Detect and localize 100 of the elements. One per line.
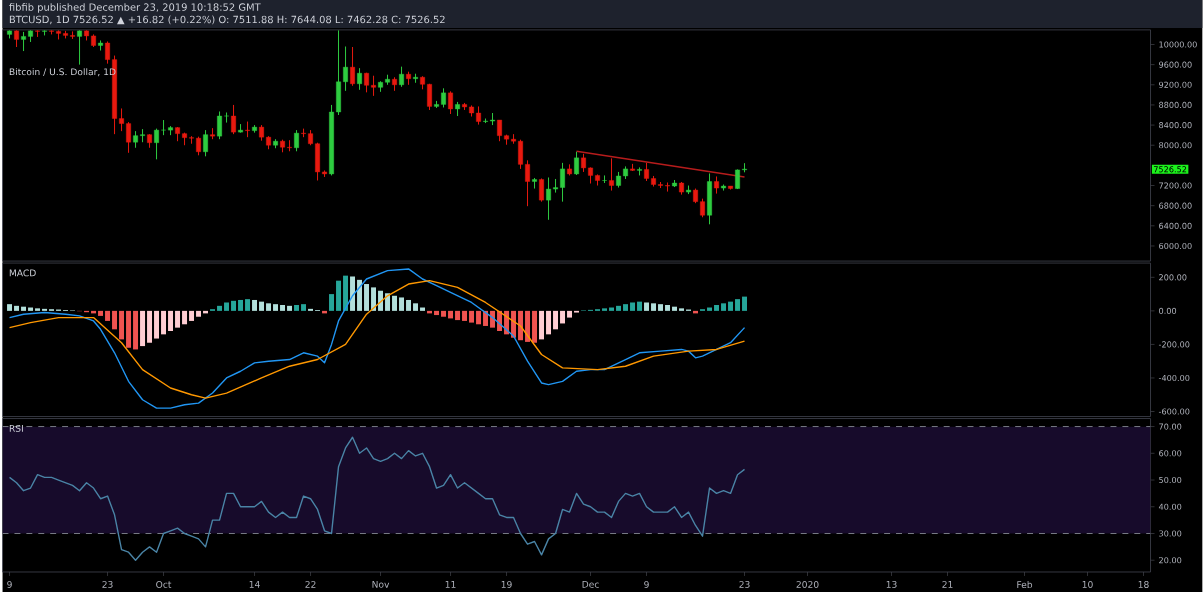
- bar: [231, 300, 237, 311]
- bar: [189, 310, 195, 321]
- bar: [273, 303, 279, 311]
- bar: [721, 302, 727, 311]
- bar: [553, 310, 559, 329]
- candlestick: [441, 87, 446, 108]
- bar: [392, 295, 398, 311]
- bar: [266, 302, 272, 311]
- candlestick: [371, 74, 376, 97]
- candlestick: [735, 168, 740, 190]
- candlestick: [497, 119, 502, 142]
- bar: [196, 310, 202, 317]
- bar: [476, 310, 482, 324]
- line-series: [8, 279, 746, 399]
- bar: [378, 290, 384, 311]
- candlestick: [294, 129, 299, 152]
- bar: [735, 298, 741, 311]
- candlestick: [154, 127, 159, 160]
- candlestick: [539, 177, 544, 202]
- bar: [168, 310, 174, 331]
- bar: [630, 302, 636, 311]
- candlestick: [707, 172, 712, 225]
- bar: [399, 297, 405, 311]
- bar: [259, 301, 265, 311]
- candlestick: [203, 129, 208, 157]
- bar: [336, 280, 342, 311]
- bar: [7, 303, 13, 311]
- candlestick: [196, 135, 201, 156]
- bar: [98, 310, 104, 316]
- candlestick: [546, 176, 551, 220]
- bar: [350, 276, 356, 311]
- bar: [448, 310, 454, 319]
- bar: [357, 279, 363, 311]
- candlestick: [217, 110, 222, 140]
- bar: [294, 304, 300, 311]
- bar: [658, 303, 664, 311]
- bar: [343, 275, 349, 311]
- bar: [238, 299, 244, 311]
- bar: [161, 310, 167, 334]
- bar: [651, 302, 657, 311]
- candlestick: [350, 46, 355, 86]
- line-series: [8, 267, 746, 409]
- candlestick: [609, 157, 614, 191]
- bar: [287, 305, 293, 311]
- bar: [252, 299, 258, 311]
- bar: [105, 310, 111, 321]
- bar: [182, 310, 188, 324]
- bar: [245, 298, 251, 311]
- candlestick: [21, 31, 26, 52]
- candlestick: [700, 197, 705, 218]
- bar: [14, 305, 20, 311]
- bar: [665, 304, 671, 311]
- bar: [133, 310, 139, 350]
- candlestick: [644, 162, 649, 182]
- bar: [224, 302, 230, 311]
- bar: [637, 301, 643, 311]
- bar: [728, 301, 734, 311]
- candlestick: [231, 104, 236, 135]
- candlestick: [315, 141, 320, 181]
- bar: [413, 302, 419, 311]
- bar: [175, 310, 181, 328]
- bar: [567, 310, 573, 318]
- candlestick: [126, 121, 131, 153]
- bar: [546, 310, 552, 334]
- bar: [644, 302, 650, 311]
- candlestick: [560, 162, 565, 202]
- bar: [217, 305, 223, 311]
- bar: [126, 310, 132, 348]
- bar: [560, 310, 566, 324]
- candlestick: [427, 82, 432, 111]
- bar: [280, 304, 286, 311]
- bar: [301, 303, 307, 311]
- bar: [616, 305, 622, 311]
- candlestick: [77, 29, 82, 65]
- bar: [147, 310, 153, 343]
- bar: [140, 310, 146, 346]
- bar: [364, 283, 370, 311]
- bar: [742, 296, 748, 311]
- bar: [714, 304, 720, 311]
- bar: [518, 310, 524, 340]
- candlestick: [287, 139, 292, 152]
- bar: [119, 310, 125, 340]
- bar: [532, 310, 538, 343]
- bar: [441, 310, 447, 317]
- bar: [371, 287, 377, 311]
- candlestick: [448, 90, 453, 115]
- candlestick: [399, 65, 404, 87]
- candlestick: [581, 152, 586, 173]
- candlestick: [476, 105, 481, 125]
- bar: [385, 292, 391, 311]
- candlestick: [574, 150, 579, 176]
- bar: [469, 310, 475, 323]
- bar: [539, 310, 545, 340]
- bar: [406, 299, 412, 311]
- bar: [462, 310, 468, 321]
- candlestick: [357, 67, 362, 90]
- bar: [623, 303, 629, 311]
- bar: [455, 310, 461, 320]
- bar: [525, 310, 531, 342]
- bar: [154, 310, 160, 339]
